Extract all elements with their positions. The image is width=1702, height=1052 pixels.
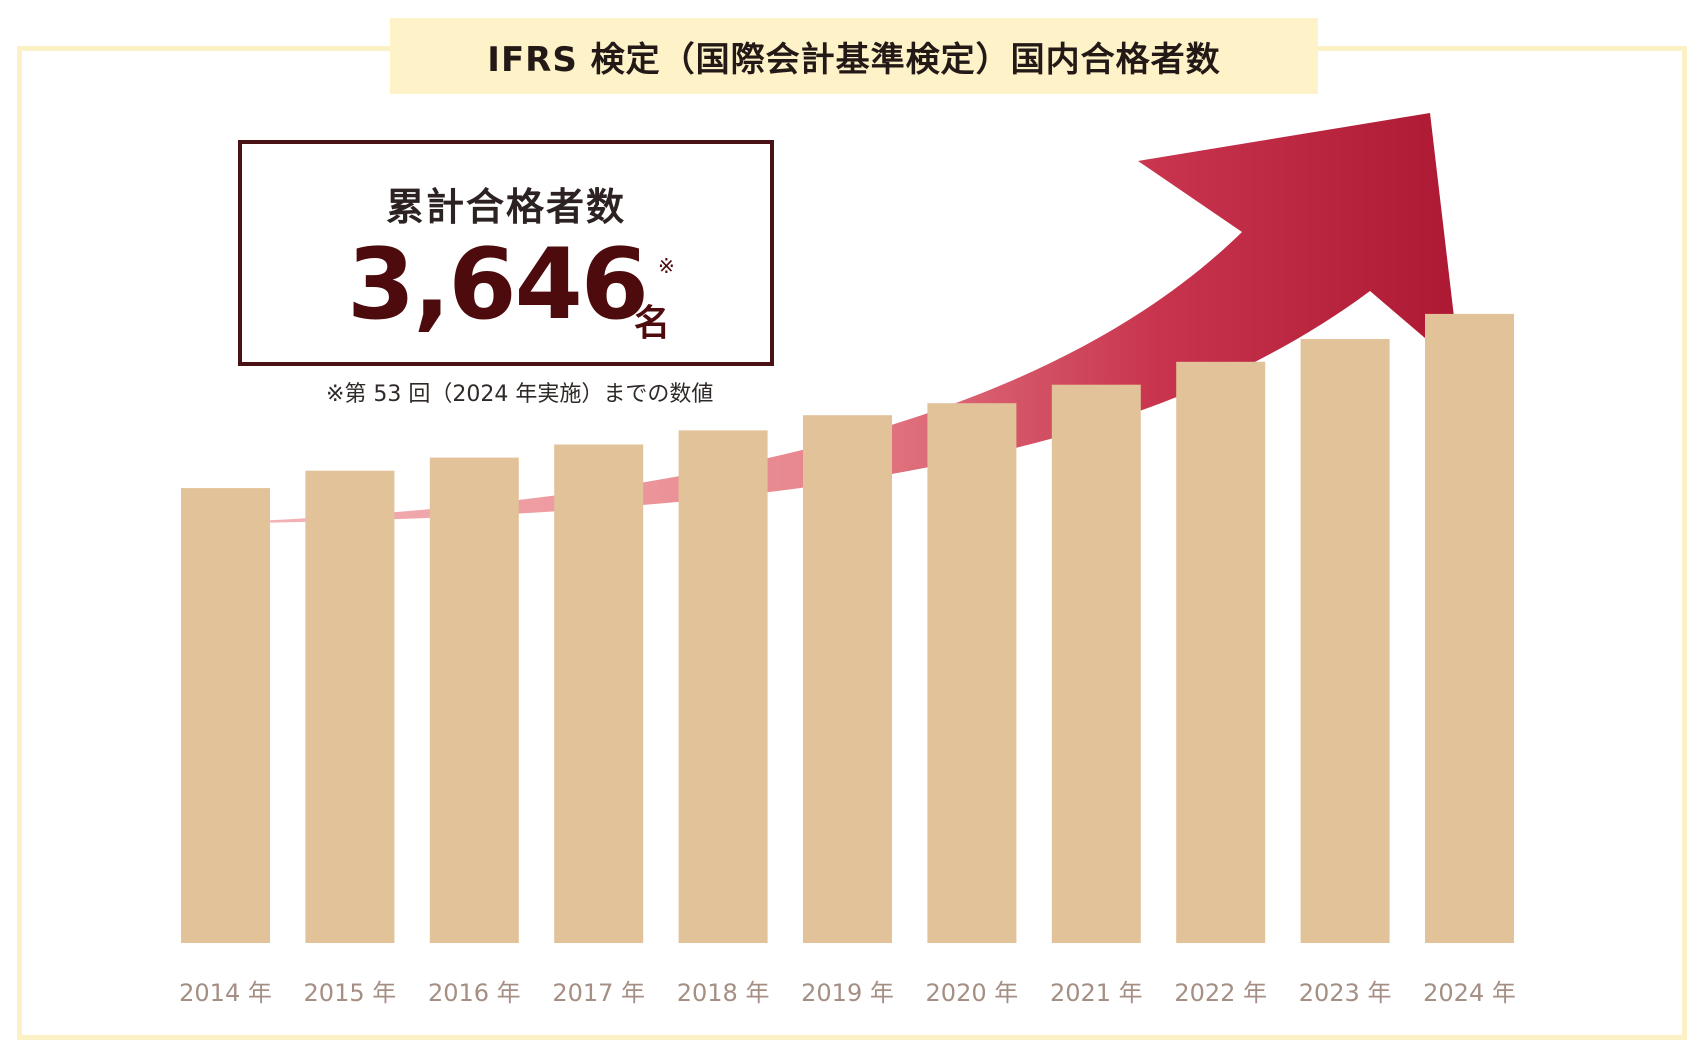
chart-title: IFRS 検定（国際会計基準検定）国内合格者数 [390,18,1318,94]
bar-8 [1176,361,1266,943]
bar-0 [181,488,270,943]
x-tick-label-3: 2017 年 [552,979,645,1007]
total-label: 累計合格者数 [385,185,626,229]
total-unit: 名 [634,303,671,344]
x-tick-label-7: 2021 年 [1050,979,1143,1007]
bars-layer [181,313,1514,943]
x-tick-label-0: 2014 年 [179,979,272,1007]
bar-2 [429,457,519,943]
bar-9 [1300,339,1390,943]
total-note-mark: ※ [658,254,675,278]
ticks-layer: 2014 年 2015 年 2016 年 2017 年 2018 年 2019 年 2020… [179,979,1516,1007]
x-tick-label-9: 2023 年 [1299,979,1392,1007]
bar-7 [1051,384,1141,943]
x-tick-label-10: 2024 年 [1423,979,1516,1007]
bar-5 [803,415,892,943]
bar-4 [678,430,768,943]
x-tick-label-5: 2019 年 [801,979,894,1007]
x-tick-label-4: 2018 年 [677,979,770,1007]
x-tick-label-8: 2022 年 [1174,979,1267,1007]
footnote: ※第 53 回（2024 年実施）までの数値 [326,382,714,407]
total-value: 3,646 [347,228,649,342]
x-tick-label-6: 2020 年 [926,979,1019,1007]
bar-10 [1425,313,1514,943]
bar-3 [554,444,644,943]
bar-6 [927,403,1017,943]
x-tick-label-1: 2015 年 [304,979,397,1007]
x-tick-label-2: 2016 年 [428,979,521,1007]
total-box: 累計合格者数 3,646 ※ 名 [238,140,774,366]
bar-1 [305,470,395,943]
